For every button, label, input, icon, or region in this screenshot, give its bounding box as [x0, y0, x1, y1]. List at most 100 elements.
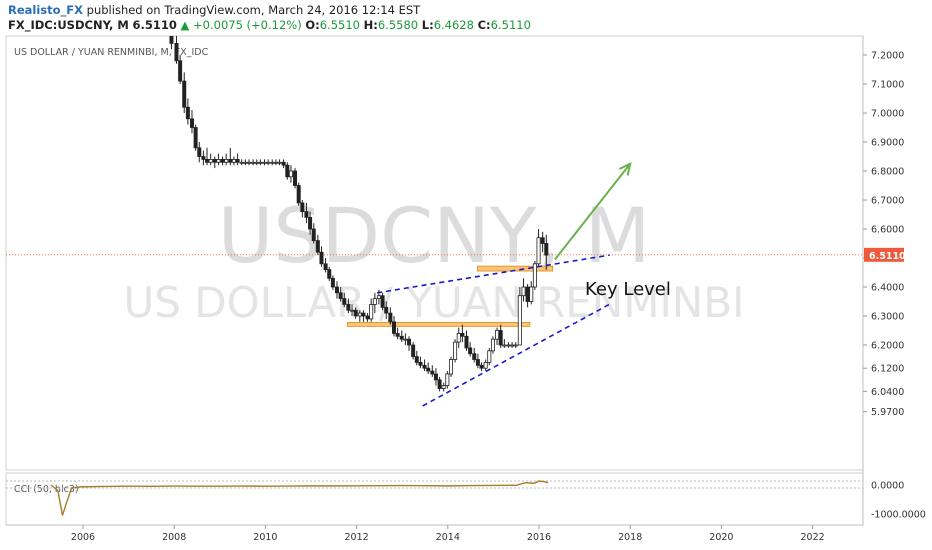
candle-up [456, 332, 461, 343]
cci-layer [50, 480, 549, 516]
grid-layer [6, 254, 863, 489]
candle-down [338, 292, 343, 299]
drawing-layer [376, 161, 632, 407]
candle-up [224, 158, 229, 163]
candle-up [216, 158, 221, 163]
open-label: O: [305, 18, 320, 32]
candle-up [529, 286, 534, 302]
candle-down [395, 332, 400, 337]
cci-line [50, 480, 549, 516]
price-tick-label: 6.2000 [871, 341, 904, 352]
time-tick-label: 2008 [162, 532, 186, 543]
candle-down [433, 373, 438, 381]
candle-down [353, 309, 358, 317]
candle-down [311, 228, 316, 242]
close-label: C: [477, 18, 491, 32]
candle-up [208, 158, 213, 163]
main-pane-frame [5, 35, 864, 471]
candle-down [464, 335, 469, 349]
candle-down [498, 330, 503, 346]
published-text: published on TradingView.com, March 24, … [86, 3, 421, 17]
time-tick-label: 2010 [253, 532, 277, 543]
candle-down [330, 277, 335, 288]
publish-line: Realisto_FX published on TradingView.com… [8, 3, 420, 17]
price-tick-label: 6.3000 [871, 312, 904, 323]
candle-up [448, 359, 453, 375]
price-tick-label: 7.1000 [871, 80, 904, 91]
candle-up [239, 161, 244, 164]
candle-up [372, 298, 377, 305]
price-tick-label: 7.0000 [871, 109, 904, 120]
time-tick-label: 2012 [345, 532, 369, 543]
candle-down [460, 332, 465, 337]
candle-up [453, 341, 458, 360]
candle-up [246, 161, 251, 164]
candle-up [376, 295, 381, 300]
candle-down [361, 312, 366, 317]
price-tick-label: 6.9000 [871, 138, 904, 149]
time-tick-label: 2006 [71, 532, 95, 543]
candle-up [270, 161, 275, 164]
candle-up [254, 161, 259, 164]
candle-down [228, 158, 233, 163]
candle-up [513, 344, 518, 347]
candle-down [178, 60, 183, 82]
candle-up [510, 344, 515, 347]
candle-down [296, 185, 301, 204]
price-tick-label: 5.9700 [871, 407, 904, 418]
arrow-head [618, 161, 632, 176]
candle-down [437, 379, 442, 389]
last-price-tag [864, 247, 904, 262]
author-link[interactable]: Realisto_FX [8, 3, 84, 17]
candle-up [277, 161, 282, 164]
candle-down [544, 243, 549, 256]
time-tick-label: 2022 [801, 532, 825, 543]
candle-down [342, 298, 347, 305]
candle-up [357, 312, 362, 317]
candle-down [235, 158, 240, 163]
candle-down [201, 156, 206, 160]
chart-title: US DOLLAR / YUAN RENMINBI, M, FX_IDC [14, 47, 209, 58]
low-value: 6.4628 [433, 18, 474, 32]
candle-down [304, 211, 309, 218]
candle-down [174, 43, 179, 62]
candle-up [536, 237, 541, 265]
candle-down [334, 286, 339, 294]
cci-tick-label: 0.0000 [871, 481, 904, 492]
last-price-text: 6.5110 [132, 18, 177, 32]
candle-down [475, 359, 480, 366]
support-zone [347, 321, 531, 327]
close-value: 6.5110 [490, 18, 531, 32]
price-tick-label: 6.7000 [871, 196, 904, 207]
candle-down [212, 158, 217, 163]
candle-up [487, 350, 492, 363]
candle-up [532, 263, 537, 288]
candle-down [189, 118, 194, 128]
candle-down [285, 164, 290, 178]
candle-down [220, 158, 225, 163]
candle-down [197, 147, 202, 157]
high-label: H: [363, 18, 378, 32]
change-text: ▲ +0.0075 (+0.12%) [180, 18, 302, 32]
candle-down [300, 202, 305, 212]
price-tick-label: 7.2000 [871, 51, 904, 62]
candle-up [273, 161, 278, 164]
candle-down [315, 240, 320, 253]
price-tick-label: 6.1200 [871, 364, 904, 375]
candle-down [479, 364, 484, 369]
time-tick-label: 2018 [618, 532, 642, 543]
candle-down [414, 356, 419, 363]
candles-layer [169, 36, 549, 392]
candle-down [205, 158, 210, 163]
candle-up [251, 161, 256, 164]
candle-up [243, 161, 248, 164]
candle-up [350, 309, 355, 312]
candle-down [319, 251, 324, 265]
candle-up [266, 161, 271, 164]
candle-down [426, 367, 431, 372]
candle-up [490, 338, 495, 352]
candle-down [407, 338, 412, 346]
candle-down [169, 36, 174, 44]
candle-up [231, 158, 236, 163]
